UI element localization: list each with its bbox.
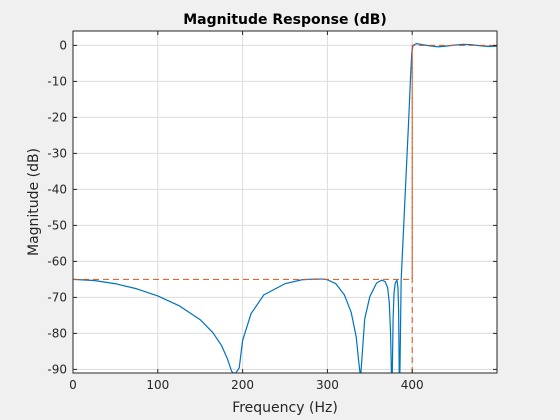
y-tick-label: -70 <box>47 290 67 304</box>
y-tick-label: -90 <box>47 362 67 376</box>
y-tick-label: -30 <box>47 146 67 160</box>
spec-mask-line <box>73 44 497 280</box>
series-layer <box>73 43 497 373</box>
x-tick-label: 300 <box>316 378 339 392</box>
y-tick-label: -10 <box>47 74 67 88</box>
y-tick-label: -50 <box>47 218 67 232</box>
x-tick-label: 400 <box>401 378 424 392</box>
y-tick-label: -60 <box>47 254 67 268</box>
x-tick-label: 0 <box>69 378 77 392</box>
x-tick-label: 200 <box>231 378 254 392</box>
y-tick-label: 0 <box>59 38 67 52</box>
y-tick-label: -80 <box>47 326 67 340</box>
y-tick-label: -40 <box>47 182 67 196</box>
x-axis-title: Frequency (Hz) <box>232 400 338 416</box>
y-axis-title: Magnitude (dB) <box>26 148 42 256</box>
plot-frame <box>72 30 498 374</box>
x-tick-label: 100 <box>146 378 169 392</box>
y-tick-label: -20 <box>47 110 67 124</box>
chart-title: Magnitude Response (dB) <box>183 12 387 28</box>
ticks: 0 100 200 300 400 0 -10 -20 -30 -40 -50 -60 -70 -80 -9… <box>47 31 497 392</box>
plot-area <box>73 31 497 373</box>
